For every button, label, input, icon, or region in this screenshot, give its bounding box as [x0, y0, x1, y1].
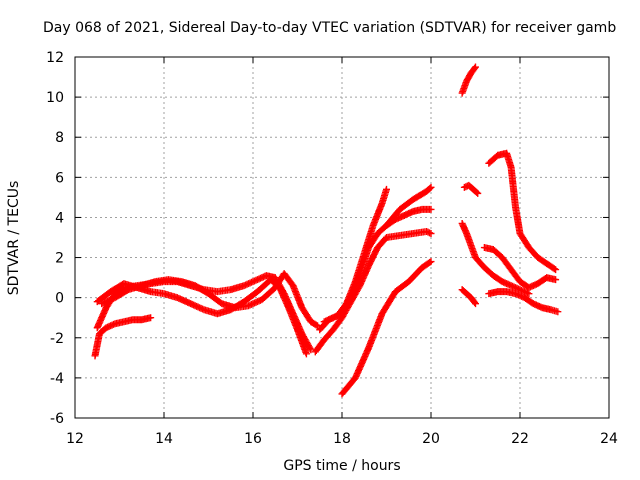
series-sat-n	[485, 149, 560, 274]
data-point	[426, 258, 434, 266]
y-tick-label: 2	[55, 251, 64, 267]
series-sat-d	[98, 270, 322, 330]
y-tick-label: -4	[50, 371, 64, 387]
data-point	[552, 266, 560, 274]
y-axis-label: SDTVAR / TECUs	[6, 181, 22, 296]
series-sat-o	[480, 244, 560, 292]
y-tick-label: -6	[50, 411, 64, 427]
data-point	[472, 300, 479, 308]
x-tick-label: 24	[600, 431, 618, 447]
data-marks	[91, 63, 562, 398]
data-point	[525, 290, 533, 298]
x-tick-label: 14	[155, 431, 173, 447]
y-tick-label: 6	[55, 170, 64, 186]
x-tick-label: 20	[422, 431, 440, 447]
grid	[75, 57, 609, 418]
series-sat-j	[458, 63, 479, 97]
data-point	[312, 321, 320, 329]
data-point	[427, 258, 435, 266]
data-point	[306, 344, 314, 352]
data-point	[426, 184, 434, 192]
y-tick-label: -2	[50, 331, 64, 347]
series-sat-k	[460, 181, 482, 197]
plot-frame	[74, 56, 610, 419]
series-sat-m	[458, 219, 533, 298]
x-tick-label: 18	[333, 431, 351, 447]
x-tick-label: 16	[244, 431, 262, 447]
data-point	[427, 183, 435, 191]
y-tick-label: 4	[55, 210, 64, 226]
x-tick-label: 22	[511, 431, 529, 447]
data-point	[302, 350, 310, 358]
data-point	[383, 185, 390, 193]
x-tick-label: 12	[66, 431, 84, 447]
series-sat-a	[91, 314, 155, 360]
data-point	[550, 265, 558, 273]
data-point	[427, 229, 435, 237]
data-point	[471, 298, 479, 306]
series-sat-h	[338, 258, 435, 398]
series-sat-f	[320, 205, 435, 326]
series-sat-l	[458, 286, 479, 308]
data-point	[147, 314, 155, 322]
data-point	[471, 64, 479, 72]
y-tick-label: 12	[46, 50, 64, 66]
x-axis-label: GPS time / hours	[283, 458, 400, 474]
data-point	[554, 308, 562, 316]
data-point	[427, 205, 435, 213]
y-tick-label: 8	[55, 130, 64, 146]
series-sat-i	[383, 183, 435, 229]
y-tick-label: 10	[46, 90, 64, 106]
series-sat-g	[316, 185, 390, 334]
y-tick-label: 0	[55, 291, 64, 307]
data-point	[472, 63, 479, 71]
data-point	[473, 188, 481, 196]
series-sat-p	[485, 288, 562, 316]
chart-title: Day 068 of 2021, Sidereal Day-to-day VTE…	[43, 20, 616, 36]
data-point	[474, 189, 482, 197]
data-point	[552, 276, 560, 284]
